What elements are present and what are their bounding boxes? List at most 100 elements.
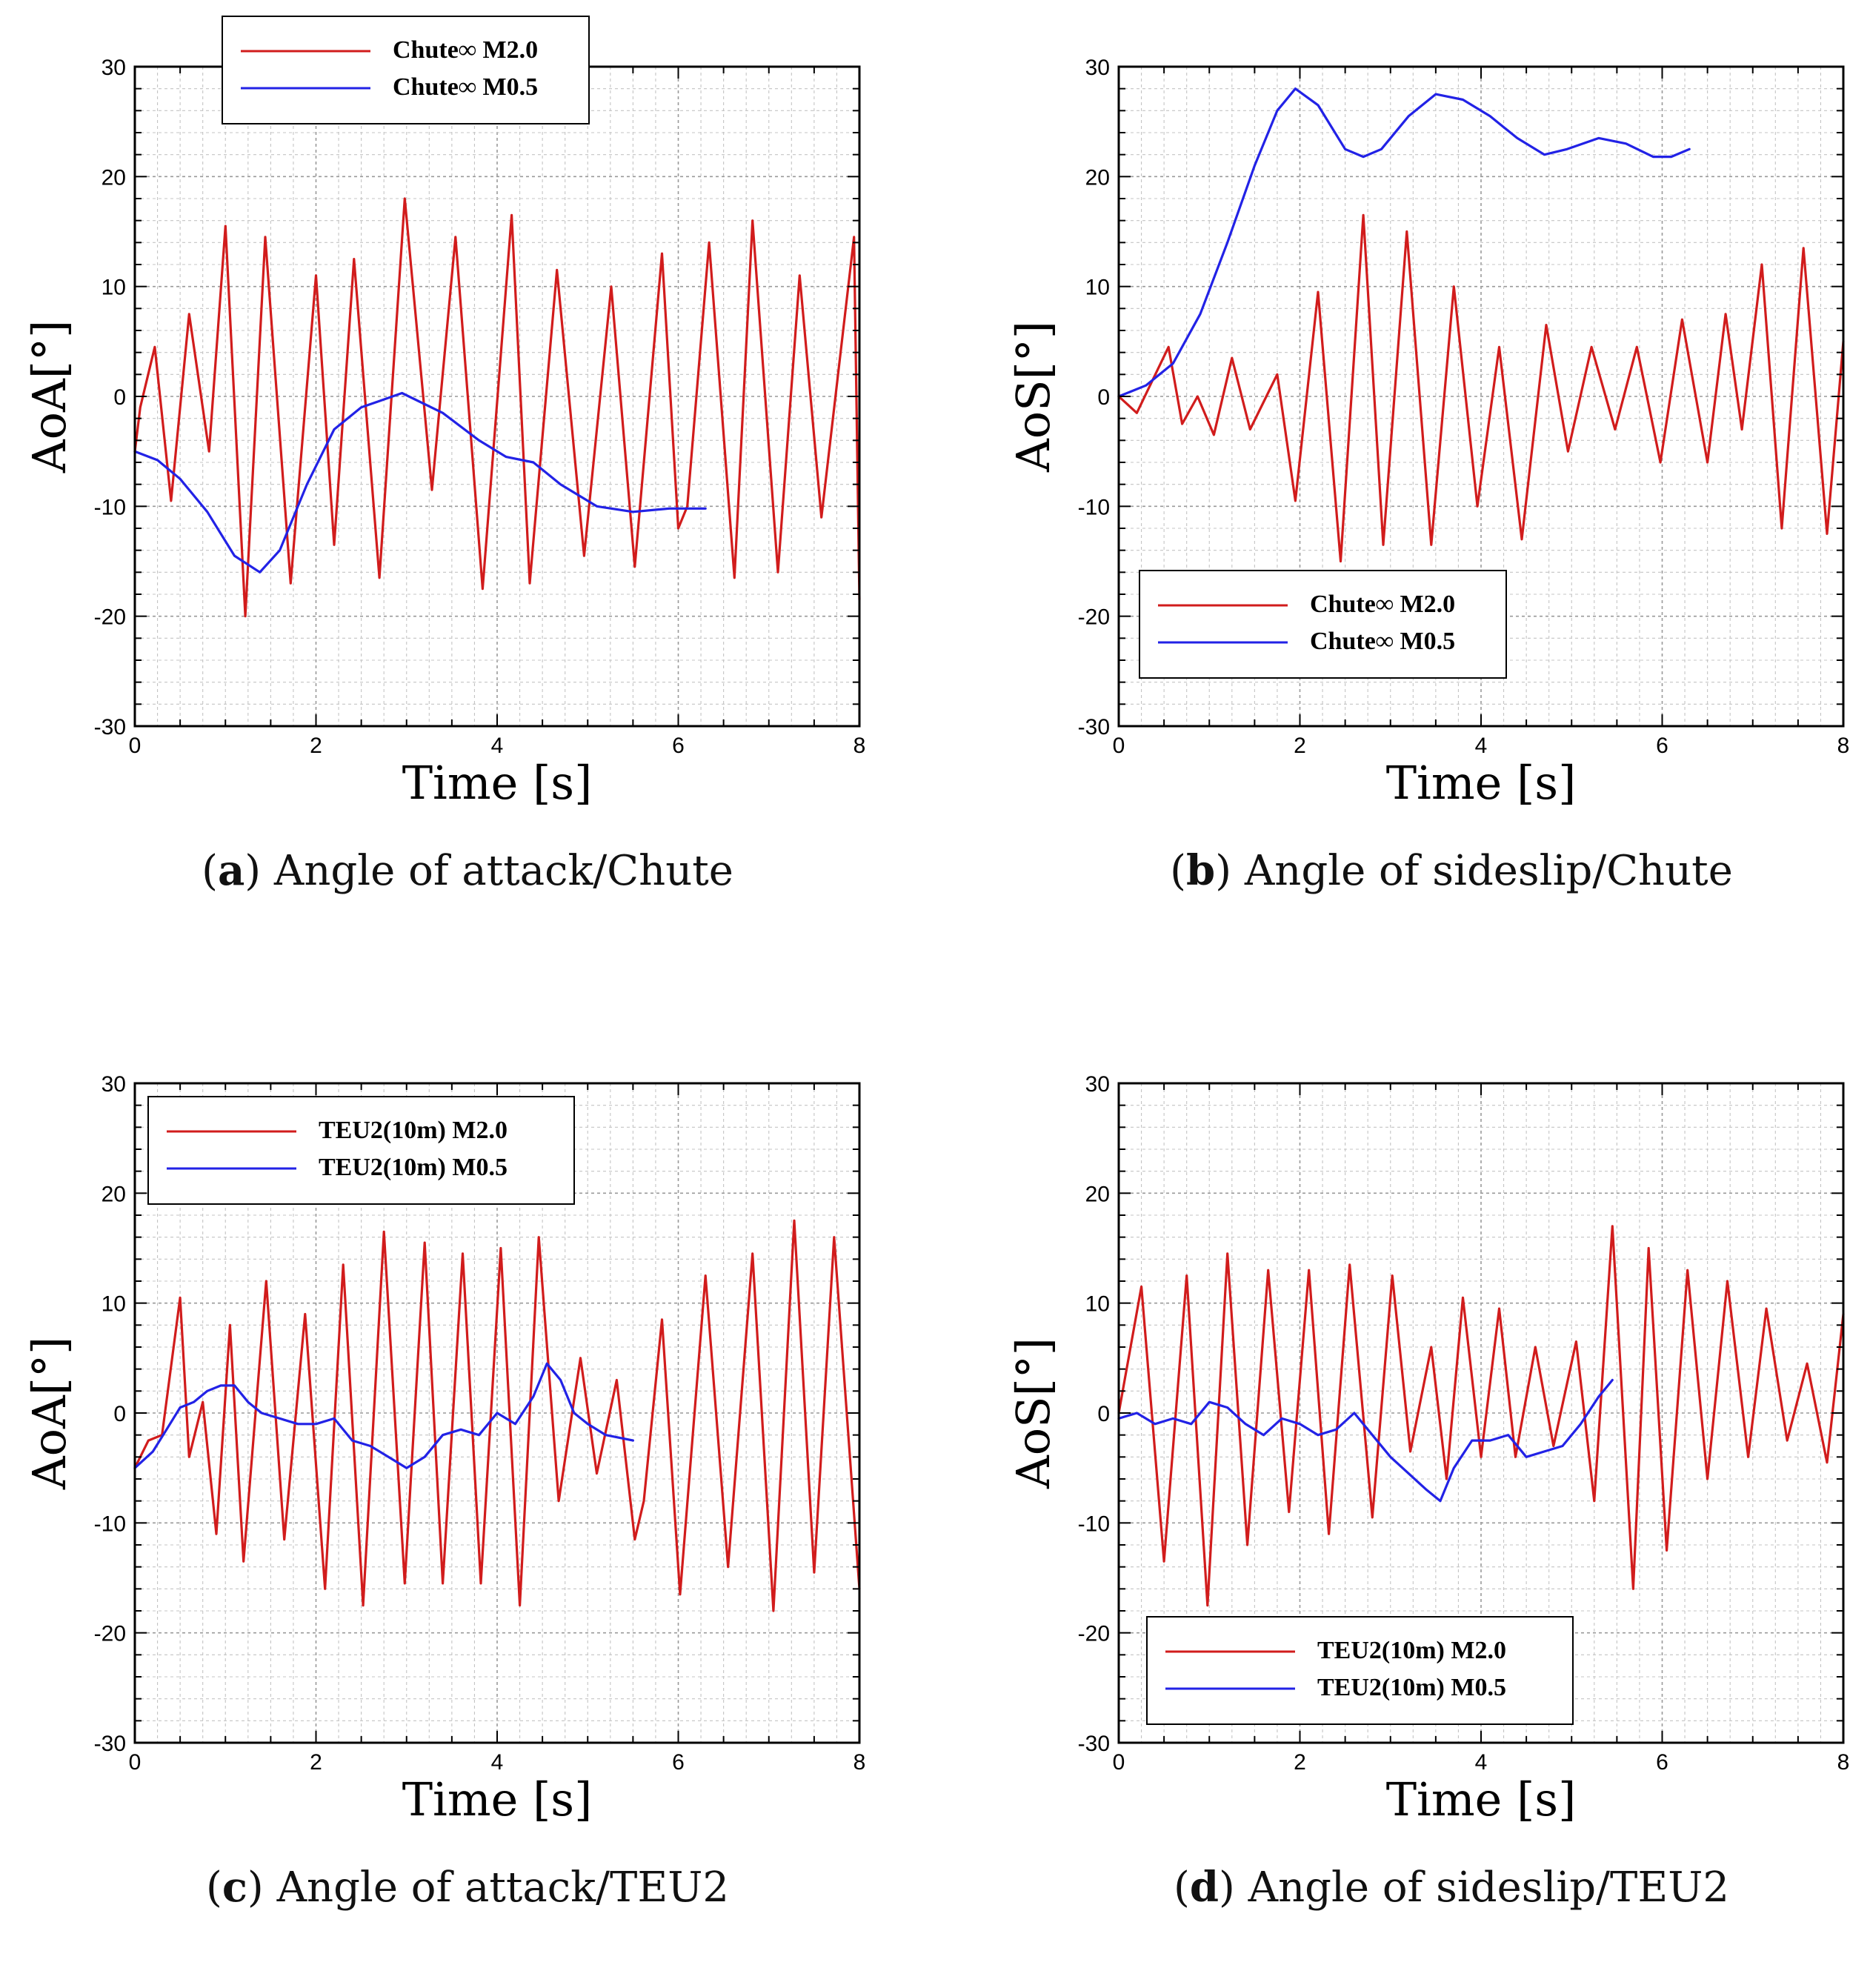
caption-letter: d (1189, 1863, 1219, 1912)
ticks (1118, 1083, 1844, 1743)
caption-paren: ) (1218, 1864, 1248, 1912)
series-line-red (1117, 213, 1845, 563)
legend-box (147, 1096, 575, 1205)
caption-d: (d) Angle of sideslip/TEU2 (984, 1863, 1870, 1912)
y-tick-label: 0 (113, 385, 126, 410)
x-tick-label: 2 (310, 734, 322, 758)
legend-label: TEU2(10m) M2.0 (319, 1117, 508, 1144)
y-tick-label: 0 (1097, 1402, 1110, 1426)
legend: TEU2(10m) M2.0 TEU2(10m) M0.5 (1146, 1616, 1574, 1725)
series-line-blue (1117, 1378, 1614, 1503)
y-tick-label: 10 (1085, 1292, 1110, 1317)
series-line-blue (1117, 87, 1691, 398)
x-tick-label: 0 (1113, 734, 1125, 758)
legend-label: TEU2(10m) M0.5 (319, 1154, 508, 1181)
series-line-blue (133, 391, 707, 574)
x-axis-label: Time [s] (1386, 756, 1577, 810)
y-tick-label: -20 (1078, 605, 1110, 630)
x-tick-label: 4 (491, 734, 504, 758)
x-tick-label: 8 (1837, 1750, 1850, 1775)
y-axis-label: AoA[°] (22, 1337, 76, 1490)
ticks (134, 1083, 860, 1743)
x-tick-label: 6 (1656, 734, 1668, 758)
series-line-red (1117, 1225, 1845, 1607)
y-tick-label: -30 (94, 1732, 126, 1756)
caption-b: (b) Angle of sideslip/Chute (984, 846, 1870, 895)
x-tick-label: 6 (672, 734, 685, 758)
caption-paren: ( (205, 1864, 222, 1912)
series-line-red (133, 197, 861, 618)
y-tick-label: 10 (102, 276, 126, 300)
series-line-red (133, 1219, 861, 1612)
legend: TEU2(10m) M2.0 TEU2(10m) M0.5 (147, 1096, 575, 1205)
x-tick-label: 0 (1113, 1750, 1125, 1775)
y-axis-label: AoA[°] (22, 320, 76, 473)
y-tick-label: 20 (102, 1182, 126, 1206)
x-axis-label: Time [s] (1386, 1772, 1577, 1826)
legend: Chute∞ M2.0 Chute∞ M0.5 (1139, 570, 1507, 679)
y-tick-label: -10 (1078, 1512, 1110, 1536)
chart-d: 0 2 4 6 8 -30 -20 -10 0 10 20 30 Time [s] AoS[°] TEU2(… (1006, 1072, 1850, 1826)
legend-box (222, 16, 590, 124)
x-tick-label: 8 (854, 1750, 866, 1775)
y-tick-label: -10 (1078, 495, 1110, 519)
legend-box (1139, 570, 1507, 679)
caption-text: Angle of attack/TEU2 (276, 1864, 730, 1912)
caption-letter: c (222, 1863, 247, 1912)
caption-text: Angle of sideslip/TEU2 (1248, 1864, 1730, 1912)
y-tick-label: 20 (1085, 165, 1110, 190)
x-tick-label: 4 (491, 1750, 504, 1775)
caption-paren: ) (247, 1864, 277, 1912)
caption-letter: b (1186, 846, 1216, 895)
legend-label: Chute∞ M2.0 (1310, 591, 1455, 618)
y-tick-label: 30 (1085, 56, 1110, 80)
x-tick-label: 2 (310, 1750, 322, 1775)
x-tick-label: 2 (1294, 734, 1306, 758)
chart-a: 0 2 4 6 8 -30 -20 -10 0 10 20 30 Time [s] AoA[°] Chute… (22, 16, 866, 810)
y-tick-label: 0 (1097, 385, 1110, 410)
x-tick-label: 4 (1475, 734, 1488, 758)
y-tick-label: -10 (94, 1512, 126, 1536)
panel-a: 0 2 4 6 8 -30 -20 -10 0 10 20 30 Time [s] AoA[°] Chute… (0, 0, 935, 971)
x-axis-label: Time [s] (402, 756, 593, 810)
caption-paren: ) (1215, 847, 1245, 895)
x-tick-label: 6 (1656, 1750, 1668, 1775)
x-tick-label: 8 (1837, 734, 1850, 758)
caption-c: (c) Angle of attack/TEU2 (0, 1863, 935, 1912)
x-axis-label: Time [s] (402, 1772, 593, 1826)
legend-box (1146, 1616, 1574, 1725)
y-tick-label: -20 (1078, 1622, 1110, 1646)
y-tick-label: -30 (1078, 715, 1110, 739)
x-tick-label: 6 (672, 1750, 685, 1775)
y-tick-label: 0 (113, 1402, 126, 1426)
y-tick-label: -10 (94, 495, 126, 519)
y-tick-label: 30 (1085, 1072, 1110, 1097)
y-axis-label: AoS[°] (1006, 1337, 1060, 1489)
caption-paren: ( (1173, 1864, 1190, 1912)
y-tick-label: 10 (102, 1292, 126, 1317)
legend-label: TEU2(10m) M0.5 (1317, 1674, 1506, 1701)
legend-label: Chute∞ M2.0 (393, 36, 538, 64)
legend: Chute∞ M2.0 Chute∞ M0.5 (222, 16, 590, 124)
y-tick-label: 10 (1085, 276, 1110, 300)
y-tick-label: -30 (94, 715, 126, 739)
y-axis-label: AoS[°] (1006, 321, 1060, 473)
x-tick-label: 0 (129, 734, 142, 758)
legend-label: TEU2(10m) M2.0 (1317, 1637, 1506, 1664)
y-tick-label: 20 (102, 165, 126, 190)
caption-text: Angle of attack/Chute (273, 847, 733, 895)
y-tick-label: -30 (1078, 1732, 1110, 1756)
panel-d: 0 2 4 6 8 -30 -20 -10 0 10 20 30 Time [s] AoS[°] TEU2(… (984, 1017, 1870, 1988)
x-tick-label: 4 (1475, 1750, 1488, 1775)
caption-paren: ) (244, 847, 274, 895)
panel-b: 0 2 4 6 8 -30 -20 -10 0 10 20 30 Time [s] AoS[°] Chute… (984, 0, 1870, 971)
panel-c: 0 2 4 6 8 -30 -20 -10 0 10 20 30 Time [s] AoA[°] TEU2(… (0, 1017, 935, 1988)
caption-letter: a (217, 846, 245, 895)
x-tick-label: 0 (129, 1750, 142, 1775)
y-tick-label: 30 (102, 56, 126, 80)
y-tick-label: 20 (1085, 1182, 1110, 1206)
y-tick-label: 30 (102, 1072, 126, 1097)
legend-label: Chute∞ M0.5 (1310, 628, 1455, 655)
y-tick-label: -20 (94, 1622, 126, 1646)
x-tick-label: 8 (854, 734, 866, 758)
